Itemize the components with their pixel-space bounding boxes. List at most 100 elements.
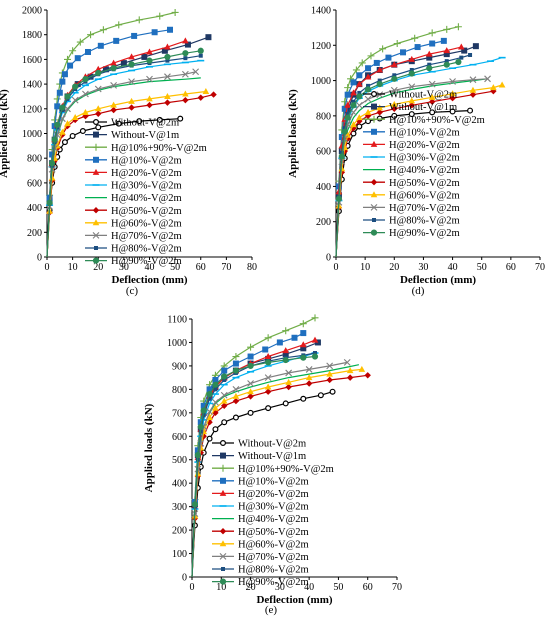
data-point (64, 105, 71, 113)
data-point (428, 93, 436, 100)
data-point (212, 404, 219, 411)
y-tick-label: 400 (27, 203, 42, 214)
data-point (177, 115, 184, 122)
data-point (265, 359, 272, 366)
legend-swatch-marker (371, 103, 377, 110)
data-point (300, 345, 307, 352)
chart-panel-d: 0 200 400 600 800 1000 1200 1400 0 10 20 30 40 50 60 70… (287, 6, 545, 298)
data-point (262, 346, 269, 353)
legend-label: H@90%-V@2m (389, 228, 460, 239)
data-point (247, 380, 254, 387)
x-axis-title: Deflection (mm) (400, 274, 476, 286)
data-point (282, 400, 289, 407)
data-point (351, 99, 356, 104)
data-point (164, 99, 171, 106)
legend-item: Without-V@1m (212, 451, 306, 462)
legend-swatch-marker (371, 128, 377, 135)
data-point (343, 359, 351, 366)
x-tick-label: 0 (45, 262, 50, 273)
data-point (390, 61, 398, 68)
legend-swatch-marker (92, 207, 100, 214)
legend-item: H@10%-V@2m (212, 476, 309, 487)
data-point (95, 110, 102, 117)
data-point (141, 53, 148, 60)
x-tick-label: 60 (196, 262, 206, 273)
legend-swatch-marker (370, 204, 378, 211)
y-tick-label: 1100 (167, 315, 187, 326)
data-point (197, 419, 204, 426)
y-tick-label: 0 (37, 253, 42, 264)
data-point (285, 383, 292, 391)
data-point (207, 396, 212, 401)
legend-swatch-marker (92, 257, 100, 264)
data-point (338, 134, 345, 141)
data-point (355, 101, 363, 109)
x-tick-label: 20 (93, 262, 103, 273)
data-point (426, 54, 433, 61)
y-tick-label: 0 (182, 573, 187, 584)
y-tick-label: 1000 (22, 129, 42, 140)
data-point (443, 51, 450, 58)
data-point (335, 195, 343, 202)
data-point (429, 109, 436, 116)
data-point (247, 409, 254, 416)
data-point (282, 327, 290, 335)
y-tick-label: 0 (326, 253, 331, 264)
data-point (82, 76, 89, 83)
y-tick-label: 900 (172, 361, 187, 372)
data-point (232, 360, 239, 367)
legend-label: Without-V@1m (111, 130, 179, 141)
data-point (128, 97, 135, 104)
data-point (454, 23, 462, 31)
data-point (113, 37, 120, 44)
legend-swatch-marker (219, 489, 227, 496)
data-point (156, 12, 164, 20)
legend-swatch-marker (221, 567, 225, 571)
series-h-90-v-2m (335, 58, 462, 258)
data-point (329, 388, 336, 395)
data-point (350, 89, 357, 96)
legend-item: H@10%+90%-V@2m (363, 115, 485, 126)
data-point (282, 356, 289, 364)
legend-item: H@40%-V@2m (85, 193, 182, 204)
data-point (164, 53, 171, 61)
data-point (357, 90, 362, 95)
data-point (232, 392, 240, 399)
legend-item: H@20%-V@2m (212, 489, 309, 500)
data-point (443, 25, 451, 33)
data-point (428, 29, 436, 37)
legend-item: Without-V@1m (85, 130, 179, 141)
data-point (115, 21, 123, 29)
data-point (390, 100, 398, 107)
data-point (364, 372, 371, 379)
data-point (264, 353, 272, 360)
data-point (341, 128, 348, 135)
x-tick-label: 70 (535, 262, 545, 273)
data-point (49, 151, 56, 158)
data-point (97, 42, 104, 49)
data-point (206, 414, 213, 421)
x-axis-title: Deflection (mm) (111, 274, 187, 286)
data-point (264, 374, 272, 382)
data-point (110, 106, 117, 114)
data-point (247, 343, 255, 351)
data-point (146, 48, 153, 55)
data-point (440, 37, 447, 44)
data-point (54, 121, 61, 128)
data-point (79, 128, 86, 135)
x-tick-label: 40 (145, 262, 155, 273)
data-point (358, 59, 366, 67)
legend: Without-V@2mWithout-V@1mH@10%+90%-V@2mH@… (212, 439, 334, 588)
x-tick-label: 70 (392, 582, 402, 593)
y-tick-label: 800 (316, 111, 331, 122)
data-point (449, 78, 456, 85)
data-point (285, 378, 292, 385)
data-point (391, 75, 398, 82)
data-point (120, 60, 127, 67)
legend-label: H@10%+90%-V@2m (389, 115, 485, 126)
data-point (164, 92, 171, 99)
data-point (164, 73, 171, 81)
legend-item: H@70%-V@2m (363, 203, 460, 214)
data-point (183, 56, 188, 61)
data-point (76, 38, 84, 46)
